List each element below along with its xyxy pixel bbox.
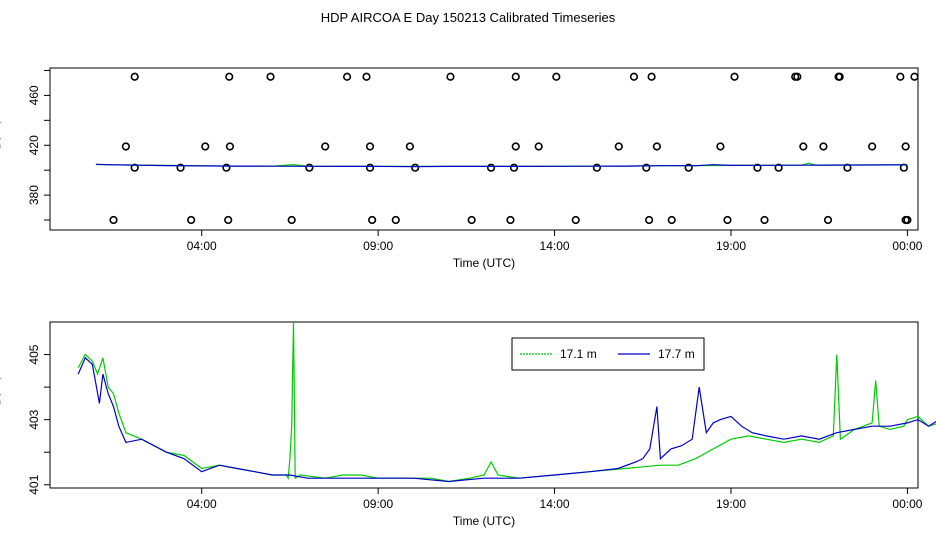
data-point [760, 215, 769, 225]
data-point [411, 163, 420, 172]
y-tick-label: 380 [27, 185, 41, 205]
series-line-17-1-m [77, 321, 936, 483]
data-point [511, 72, 520, 81]
data-point [130, 72, 139, 81]
legend-label-17-7-m: 17.7 m [658, 347, 695, 361]
data-point [910, 72, 919, 81]
series-line-17-7-m [95, 163, 908, 168]
data-point [645, 215, 654, 225]
data-point [901, 142, 910, 151]
data-point [903, 215, 912, 225]
x-tick-label: 00:00 [892, 497, 922, 511]
data-point [716, 142, 725, 151]
series-line-17-7-m [77, 356, 936, 483]
data-point [667, 215, 676, 225]
data-point [799, 142, 808, 151]
data-point [614, 142, 623, 151]
data-point [896, 72, 905, 81]
data-point [225, 142, 235, 151]
data-point [266, 72, 275, 81]
y-tick-label: 420 [27, 135, 41, 155]
x-tick-label: 14:00 [540, 239, 570, 253]
data-point [506, 215, 515, 225]
y-tick-label: 460 [27, 85, 41, 105]
chart-bottom: 04:00 09:00 14:00 19:00 00:00 401 403 405 Time (… [0, 321, 936, 528]
legend-label-17-1-m: 17.1 m [560, 347, 597, 361]
x-tick-label: 14:00 [540, 497, 570, 511]
data-point [368, 215, 377, 225]
data-point [652, 142, 661, 151]
data-point [365, 142, 375, 151]
plot-frame [49, 67, 919, 231]
data-point [835, 72, 844, 81]
y-tick-label: 401 [27, 474, 41, 494]
data-point [511, 142, 520, 151]
data-point [109, 215, 118, 225]
data-point [629, 72, 639, 81]
x-axis-label: Time (UTC) [453, 514, 515, 528]
data-point [201, 142, 210, 151]
data-point [774, 163, 783, 172]
data-point [405, 142, 415, 151]
y-axis-label: CO2 (ppm) [0, 119, 1, 178]
data-point [793, 72, 802, 81]
data-point [571, 215, 580, 225]
data-point [467, 215, 476, 225]
x-tick-label: 19:00 [716, 239, 746, 253]
data-point [365, 163, 375, 172]
data-point [225, 72, 234, 81]
y-tick-label: 405 [27, 344, 41, 364]
x-tick-label: 04:00 [187, 239, 217, 253]
data-point [287, 215, 296, 225]
x-axis-label: Time (UTC) [453, 256, 515, 270]
data-point [592, 163, 602, 172]
data-point [176, 163, 185, 172]
data-point [723, 215, 732, 225]
plot-frame [49, 321, 919, 489]
data-point [486, 163, 496, 172]
x-tick-label: 19:00 [716, 497, 746, 511]
data-point [187, 215, 196, 225]
data-point [362, 72, 371, 81]
y-axis-label: CO2 (ppm) [0, 375, 1, 434]
x-tick-label: 09:00 [363, 497, 393, 511]
y-tick-label: 403 [27, 409, 41, 429]
chart-title: HDP AIRCOA E Day 150213 Calibrated Times… [320, 10, 616, 25]
x-tick-label: 09:00 [363, 239, 393, 253]
data-point [305, 163, 314, 172]
data-point [121, 142, 130, 151]
data-point [684, 163, 693, 172]
data-point [823, 215, 833, 225]
x-tick-label: 04:00 [187, 497, 217, 511]
data-point [446, 72, 455, 81]
data-point [730, 72, 739, 81]
data-point [321, 142, 330, 151]
data-point [391, 215, 400, 225]
data-point [130, 163, 139, 172]
data-point [509, 163, 519, 172]
data-point [534, 142, 543, 151]
data-point [819, 142, 828, 151]
chart-top: 04:00 09:00 14:00 19:00 00:00 380 420 460 Time (… [0, 67, 923, 270]
data-point [753, 163, 762, 172]
data-point [222, 163, 231, 172]
data-point [647, 72, 656, 81]
data-point [224, 215, 233, 225]
data-point [868, 142, 877, 151]
data-point [342, 72, 352, 81]
x-tick-label: 00:00 [892, 239, 922, 253]
data-point [642, 163, 651, 172]
data-point [552, 72, 561, 81]
